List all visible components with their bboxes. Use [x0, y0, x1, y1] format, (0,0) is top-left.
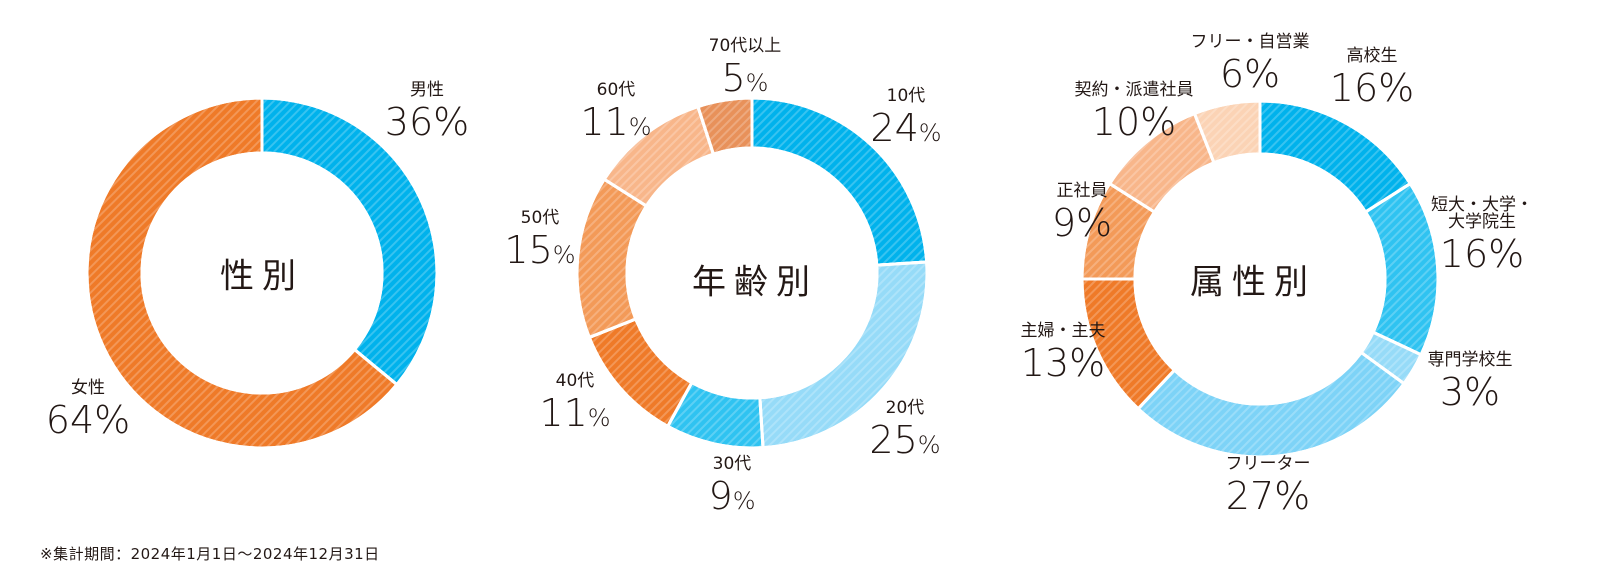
label-vocational: 専門学校生 3%	[1427, 350, 1513, 414]
donut-segment	[1080, 181, 1157, 281]
segment-percent: 9%	[708, 474, 756, 518]
segment-name: フリーター	[1225, 454, 1311, 474]
segment-percent: 25%	[869, 418, 941, 462]
donut-segment	[1107, 111, 1216, 215]
donut-segment-hatch	[1080, 277, 1177, 411]
chart-title-attribute: 属性別	[1190, 262, 1316, 303]
donut-segment-hatch	[1258, 99, 1413, 215]
percent-sign: %	[732, 487, 756, 515]
chart-title-gender: 性別	[220, 256, 304, 297]
segment-name: 70代以上	[708, 36, 782, 56]
segment-name-line1: 短大・大学・	[1431, 195, 1533, 215]
donut-segment-hatch	[1107, 111, 1216, 215]
label-contract: 契約・派遣社員 10%	[1074, 80, 1194, 144]
segment-percent: 16%	[1329, 66, 1415, 110]
donut-segment	[758, 260, 929, 450]
segment-name: 30代	[712, 454, 752, 474]
donut-segment	[1136, 350, 1407, 459]
donut-segment	[696, 96, 754, 157]
donut-segment-hatch	[575, 177, 649, 340]
segment-percent: 36%	[384, 100, 470, 144]
segment-percent: 64%	[45, 398, 131, 442]
donut-segment	[587, 317, 694, 429]
label-age-70s-plus: 70代以上 5%	[708, 36, 782, 100]
segment-percent: 3%	[1439, 370, 1501, 414]
segment-name: 契約・派遣社員	[1074, 80, 1194, 100]
segment-name: 専門学校生	[1427, 350, 1513, 370]
segment-percent: 10%	[1091, 100, 1177, 144]
segment-name: フリー・自営業	[1190, 32, 1310, 52]
percent-sign: %	[587, 404, 611, 432]
segment-name: 男性	[410, 80, 444, 100]
label-female: 女性 64%	[45, 378, 131, 442]
label-freeter: フリーター 27%	[1225, 454, 1311, 518]
segment-percent: 27%	[1225, 474, 1311, 518]
donut-segment	[1192, 99, 1262, 165]
segment-percent: 11%	[580, 100, 652, 144]
label-age-30s: 30代 9%	[708, 454, 756, 518]
percent-sign: %	[552, 241, 576, 269]
donut-segment-hatch	[1363, 181, 1440, 357]
label-age-60s: 60代 11%	[580, 80, 652, 144]
percent-sign: %	[628, 113, 652, 141]
segment-name-line2: 大学院生	[1448, 212, 1516, 232]
segment-name: 正社員	[1056, 181, 1108, 201]
segment-name: 60代	[596, 80, 636, 100]
label-age-20s: 20代 25%	[869, 398, 941, 462]
donut-segment-hatch	[1136, 350, 1407, 459]
label-male: 男性 36%	[384, 80, 470, 144]
donut-segment-hatch	[665, 380, 765, 450]
label-age-10s: 10代 24%	[870, 86, 942, 150]
donut-segment	[1258, 99, 1413, 215]
aggregation-period-footnote: ※集計期間：2024年1月1日～2024年12月31日	[40, 545, 380, 563]
segment-name: 10代	[886, 86, 926, 106]
label-homemaker: 主婦・主夫 13%	[1020, 321, 1106, 385]
segment-percent: 24%	[870, 106, 942, 150]
gender-donut-chart: 性別 男性 36% 女性 64%	[0, 0, 520, 540]
gender-donut-svg	[85, 96, 439, 450]
donut-segment-hatch	[85, 96, 399, 450]
donut-segment	[1080, 277, 1177, 411]
donut-segment	[665, 380, 765, 450]
segment-percent: 13%	[1020, 341, 1106, 385]
label-high-school: 高校生 16%	[1329, 46, 1415, 110]
label-freelance: フリー・自営業 6%	[1190, 32, 1310, 96]
label-full-time: 正社員 9%	[1051, 181, 1113, 245]
label-university: 短大・大学・ 大学院生 16%	[1431, 195, 1533, 276]
segment-name: 女性	[71, 378, 105, 398]
chart-title-age: 年齢別	[692, 262, 818, 303]
segment-name: 主婦・主夫	[1020, 321, 1106, 341]
donut-segment-hatch	[587, 317, 694, 429]
donut-segment-hatch	[696, 96, 754, 157]
percent-sign: %	[918, 119, 942, 147]
donut-segment	[1359, 330, 1424, 386]
segment-percent: 16%	[1439, 232, 1525, 276]
donut-segment-hatch	[1192, 99, 1262, 165]
segment-percent: 5%	[721, 56, 769, 100]
segment-name: 20代	[885, 398, 925, 418]
segment-name: 40代	[555, 371, 595, 391]
donut-segment-hatch	[1080, 181, 1157, 281]
segment-percent: 11%	[539, 391, 611, 435]
segment-percent: 6%	[1219, 52, 1281, 96]
percent-sign: %	[745, 69, 769, 97]
donut-segment-hatch	[758, 260, 929, 450]
donut-segment-hatch	[1359, 330, 1424, 386]
donut-segment-hatch	[260, 96, 439, 387]
segment-percent: 9%	[1051, 201, 1113, 245]
donut-segment	[750, 96, 929, 267]
segment-name: 高校生	[1346, 46, 1398, 66]
donut-segment	[1363, 181, 1440, 357]
donut-segment	[575, 177, 649, 340]
donut-segment-hatch	[602, 104, 716, 209]
label-age-40s: 40代 11%	[539, 371, 611, 435]
donut-segment	[602, 104, 716, 209]
donut-segment-hatch	[750, 96, 929, 267]
percent-sign: %	[917, 431, 941, 459]
